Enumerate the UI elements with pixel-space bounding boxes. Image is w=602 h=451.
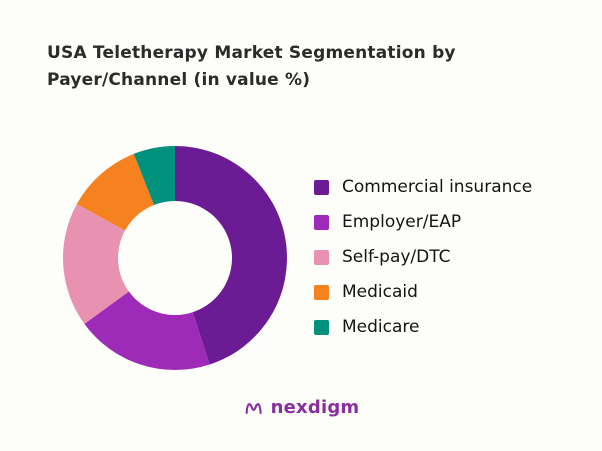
page-title-line1: USA Teletherapy Market Segmentation by	[47, 43, 456, 63]
legend-label: Employer/EAP	[342, 212, 462, 232]
legend-swatch	[314, 284, 329, 300]
page-title: USA Teletherapy Market Segmentation by P…	[47, 40, 456, 94]
nexdigm-logo-icon	[245, 403, 262, 415]
nexdigm-logo: nexdigm	[243, 396, 360, 418]
legend-label: Medicaid	[342, 282, 418, 302]
page-title-line2: Payer/Channel (in value %)	[47, 70, 311, 91]
legend-swatch	[314, 179, 329, 195]
chart-segment-self-pay-dtc	[63, 204, 129, 324]
legend-item: Medicaid	[314, 281, 532, 303]
legend-item: Medicare	[314, 316, 532, 338]
legend-swatch	[314, 319, 329, 335]
donut-chart	[55, 138, 295, 378]
nexdigm-logo-text: nexdigm	[270, 396, 360, 418]
legend-swatch	[314, 249, 329, 265]
legend-label: Medicare	[342, 317, 420, 337]
legend-label: Commercial insurance	[342, 177, 533, 197]
chart-segment-employer-eap	[84, 291, 210, 370]
chart-segment-medicare	[133, 146, 175, 206]
legend-item: Self-pay/DTC	[314, 246, 532, 268]
legend-label: Self-pay/DTC	[342, 247, 451, 267]
donut-chart-svg	[63, 146, 288, 370]
chart-segment-commercial-insurance	[175, 146, 288, 365]
legend-swatch	[314, 214, 329, 230]
legend-item: Commercial insurance	[314, 176, 532, 198]
legend-item: Employer/EAP	[314, 211, 532, 233]
chart-segment-medicaid	[76, 153, 155, 231]
chart-legend: Commercial insurance Employer/EAP Self-pay…	[314, 176, 532, 338]
